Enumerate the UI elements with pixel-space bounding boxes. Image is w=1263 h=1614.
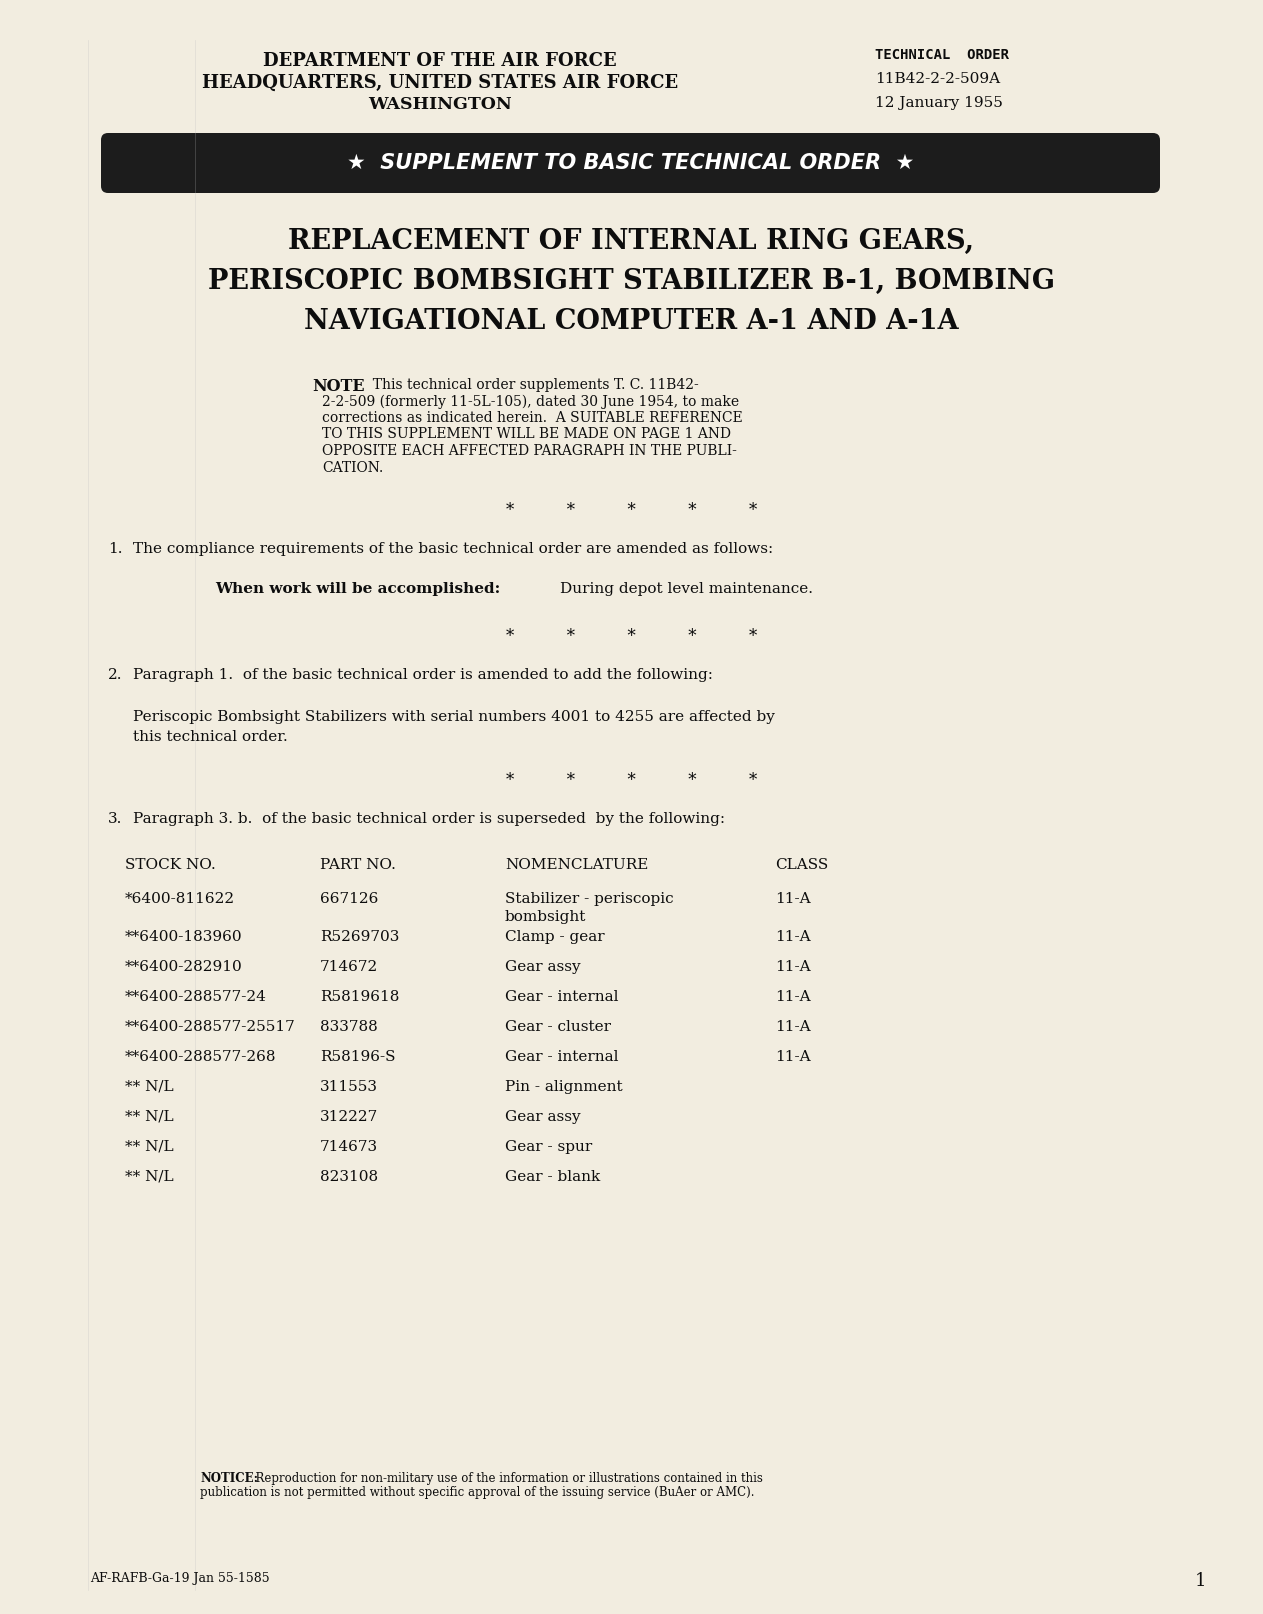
Text: *6400-811622: *6400-811622 (125, 893, 235, 905)
Text: WASHINGTON: WASHINGTON (368, 95, 512, 113)
Text: this technical order.: this technical order. (133, 730, 288, 744)
Text: AF-RAFB-Ga-19 Jan 55-1585: AF-RAFB-Ga-19 Jan 55-1585 (90, 1572, 269, 1585)
Text: bombsight: bombsight (505, 910, 586, 923)
Text: CLASS: CLASS (775, 859, 829, 872)
Text: NOTE: NOTE (312, 378, 365, 395)
Text: **6400-288577-25517: **6400-288577-25517 (125, 1020, 296, 1035)
Text: 667126: 667126 (320, 893, 379, 905)
Text: 312227: 312227 (320, 1110, 378, 1123)
Text: The compliance requirements of the basic technical order are amended as follows:: The compliance requirements of the basic… (133, 542, 773, 555)
Text: 1: 1 (1195, 1572, 1206, 1590)
Text: R5819618: R5819618 (320, 989, 399, 1004)
Text: Gear - cluster: Gear - cluster (505, 1020, 611, 1035)
Text: 3.: 3. (109, 812, 123, 826)
Text: Stabilizer - periscopic: Stabilizer - periscopic (505, 893, 673, 905)
Text: **6400-288577-268: **6400-288577-268 (125, 1051, 277, 1064)
Text: 714672: 714672 (320, 960, 378, 973)
Text: 1.: 1. (109, 542, 123, 555)
FancyBboxPatch shape (101, 132, 1159, 194)
Text: *          *          *          *          *: * * * * * (506, 502, 757, 520)
Text: corrections as indicated herein.  A SUITABLE REFERENCE: corrections as indicated herein. A SUITA… (322, 412, 743, 424)
Text: **6400-288577-24: **6400-288577-24 (125, 989, 266, 1004)
Text: ** N/L: ** N/L (125, 1110, 173, 1123)
Text: PERISCOPIC BOMBSIGHT STABILIZER B-1, BOMBING: PERISCOPIC BOMBSIGHT STABILIZER B-1, BOM… (208, 268, 1055, 295)
Text: 11-A: 11-A (775, 989, 811, 1004)
Text: 11B42-2-2-509A: 11B42-2-2-509A (875, 73, 1000, 86)
Text: 12 January 1955: 12 January 1955 (875, 95, 1003, 110)
Text: **6400-183960: **6400-183960 (125, 930, 242, 944)
Text: Gear - blank: Gear - blank (505, 1170, 600, 1185)
Text: NAVIGATIONAL COMPUTER A-1 AND A-1A: NAVIGATIONAL COMPUTER A-1 AND A-1A (304, 308, 959, 336)
Text: Gear - internal: Gear - internal (505, 989, 619, 1004)
Text: Clamp - gear: Clamp - gear (505, 930, 605, 944)
Text: 11-A: 11-A (775, 930, 811, 944)
Text: This technical order supplements T. C. 11B42-: This technical order supplements T. C. 1… (364, 378, 698, 392)
Text: CATION.: CATION. (322, 460, 383, 475)
Text: **6400-282910: **6400-282910 (125, 960, 242, 973)
Text: TECHNICAL  ORDER: TECHNICAL ORDER (875, 48, 1009, 61)
Text: During depot level maintenance.: During depot level maintenance. (560, 583, 813, 596)
Text: Pin - alignment: Pin - alignment (505, 1080, 623, 1094)
Text: Gear assy: Gear assy (505, 960, 581, 973)
Text: Paragraph 1.  of the basic technical order is amended to add the following:: Paragraph 1. of the basic technical orde… (133, 668, 714, 683)
Text: 11-A: 11-A (775, 893, 811, 905)
Text: OPPOSITE EACH AFFECTED PARAGRAPH IN THE PUBLI-: OPPOSITE EACH AFFECTED PARAGRAPH IN THE … (322, 444, 736, 458)
Text: PART NO.: PART NO. (320, 859, 395, 872)
Text: When work will be accomplished:: When work will be accomplished: (215, 583, 500, 596)
Text: ** N/L: ** N/L (125, 1170, 173, 1185)
Text: R58196-S: R58196-S (320, 1051, 395, 1064)
Text: 11-A: 11-A (775, 960, 811, 973)
Text: HEADQUARTERS, UNITED STATES AIR FORCE: HEADQUARTERS, UNITED STATES AIR FORCE (202, 74, 678, 92)
Text: *          *          *          *          *: * * * * * (506, 771, 757, 789)
Text: 833788: 833788 (320, 1020, 378, 1035)
Text: ** N/L: ** N/L (125, 1080, 173, 1094)
Text: *          *          *          *          *: * * * * * (506, 628, 757, 646)
Text: 2-2-509 (formerly 11-5L-105), dated 30 June 1954, to make: 2-2-509 (formerly 11-5L-105), dated 30 J… (322, 394, 739, 408)
Text: NOMENCLATURE: NOMENCLATURE (505, 859, 648, 872)
Text: DEPARTMENT OF THE AIR FORCE: DEPARTMENT OF THE AIR FORCE (263, 52, 616, 69)
Text: 714673: 714673 (320, 1139, 378, 1154)
Text: ★  SUPPLEMENT TO BASIC TECHNICAL ORDER  ★: ★ SUPPLEMENT TO BASIC TECHNICAL ORDER ★ (347, 153, 914, 173)
Text: 11-A: 11-A (775, 1020, 811, 1035)
Text: Gear assy: Gear assy (505, 1110, 581, 1123)
Text: TO THIS SUPPLEMENT WILL BE MADE ON PAGE 1 AND: TO THIS SUPPLEMENT WILL BE MADE ON PAGE … (322, 428, 731, 442)
Text: 2.: 2. (109, 668, 123, 683)
Text: NOTICE:: NOTICE: (200, 1472, 258, 1485)
Text: Reproduction for non-military use of the information or illustrations contained : Reproduction for non-military use of the… (248, 1472, 763, 1485)
Text: STOCK NO.: STOCK NO. (125, 859, 216, 872)
Text: 11-A: 11-A (775, 1051, 811, 1064)
Text: Gear - internal: Gear - internal (505, 1051, 619, 1064)
Text: Gear - spur: Gear - spur (505, 1139, 592, 1154)
Text: Periscopic Bombsight Stabilizers with serial numbers 4001 to 4255 are affected b: Periscopic Bombsight Stabilizers with se… (133, 710, 775, 725)
Text: 311553: 311553 (320, 1080, 378, 1094)
Text: 823108: 823108 (320, 1170, 378, 1185)
Text: ** N/L: ** N/L (125, 1139, 173, 1154)
Text: Paragraph 3. b.  of the basic technical order is superseded  by the following:: Paragraph 3. b. of the basic technical o… (133, 812, 725, 826)
Text: publication is not permitted without specific approval of the issuing service (B: publication is not permitted without spe… (200, 1486, 754, 1499)
Text: REPLACEMENT OF INTERNAL RING GEARS,: REPLACEMENT OF INTERNAL RING GEARS, (288, 228, 975, 255)
Text: R5269703: R5269703 (320, 930, 399, 944)
